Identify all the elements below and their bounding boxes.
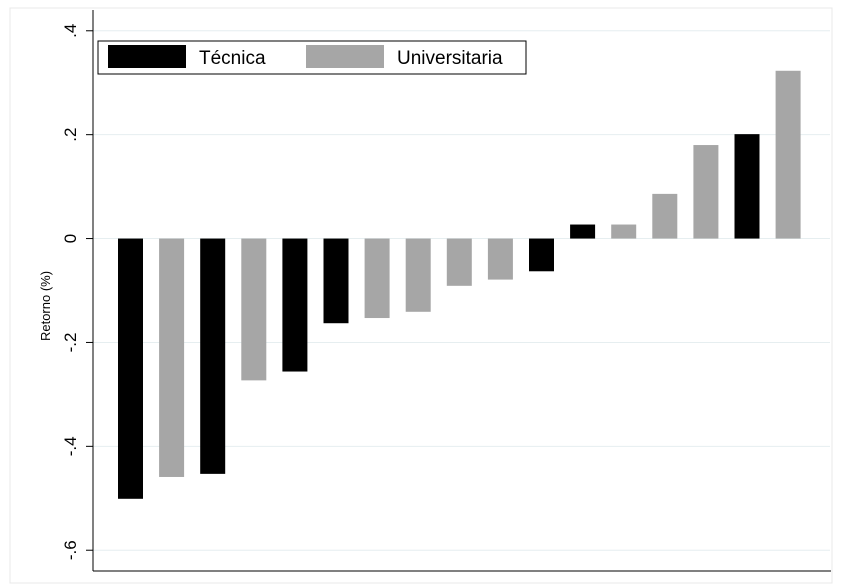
legend-swatch-tecnica [108, 45, 186, 68]
bar-universitaria [652, 193, 678, 239]
bar-universitaria [775, 70, 801, 239]
legend-label-universitaria: Universitaria [397, 48, 503, 69]
y-axis-title: Retorno (%) [38, 271, 53, 341]
legend-swatch-universitaria [306, 45, 384, 68]
bar-tecnica [734, 134, 760, 239]
y-tick-label: -.2 [61, 333, 80, 353]
bar-universitaria [241, 238, 267, 381]
bar-universitaria [405, 238, 431, 312]
bar-universitaria [446, 238, 472, 286]
bar-universitaria [693, 145, 719, 239]
bar-tecnica [118, 238, 143, 499]
y-tick-label: 0 [61, 234, 80, 243]
bar-tecnica [323, 238, 349, 324]
bar-tecnica [570, 224, 596, 239]
bar-universitaria [159, 238, 185, 477]
bar-universitaria [611, 224, 637, 239]
bar-tecnica [282, 238, 308, 372]
y-tick-label: .4 [61, 24, 80, 38]
bar-tecnica [529, 238, 554, 272]
y-tick-label: .2 [61, 128, 80, 142]
y-axis-ticks: .4 .2 0 -.2 -.4 -.6 [61, 24, 93, 560]
legend: Técnica Universitaria [97, 40, 527, 75]
bar-universitaria [487, 238, 513, 280]
bar-tecnica [200, 238, 226, 474]
y-tick-label: -.4 [61, 436, 80, 456]
bar-universitaria [364, 238, 390, 319]
legend-label-tecnica: Técnica [199, 48, 266, 69]
bars [118, 70, 801, 499]
y-tick-label: -.6 [61, 540, 80, 560]
